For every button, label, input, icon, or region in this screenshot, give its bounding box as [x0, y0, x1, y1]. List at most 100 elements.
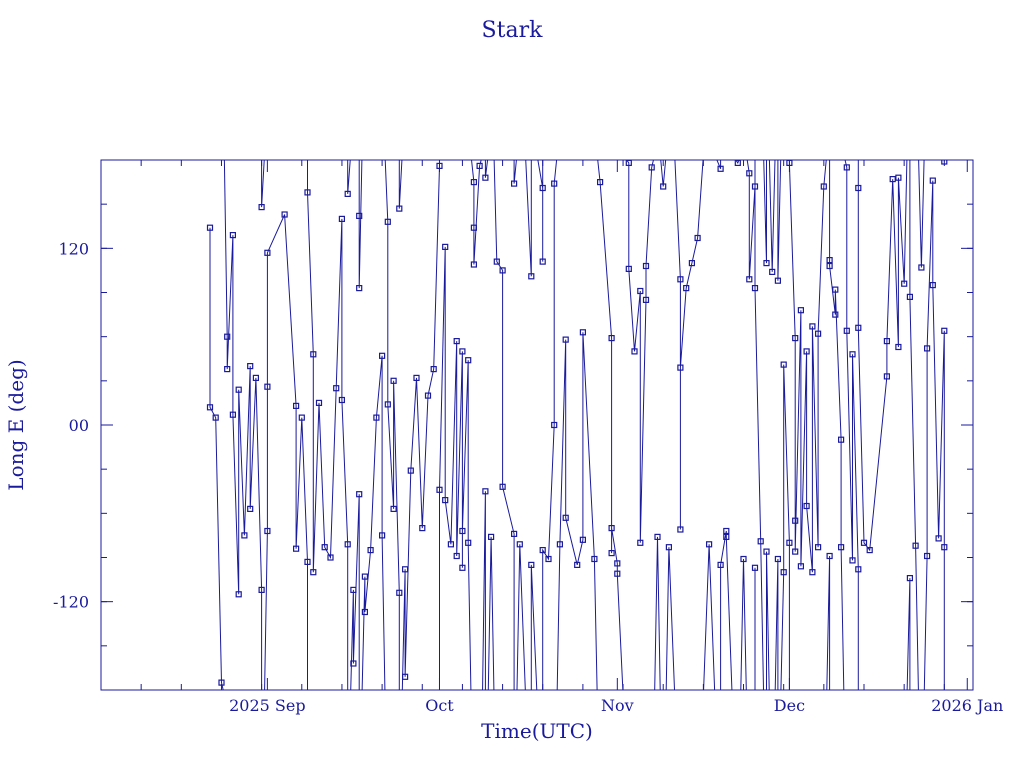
data-point [453, 338, 460, 345]
data-point [763, 548, 770, 555]
data-point [826, 257, 833, 264]
data-point [906, 574, 914, 582]
data-point [212, 414, 219, 421]
data-point [614, 570, 621, 577]
data-point [327, 554, 334, 561]
data-point [895, 343, 902, 351]
data-point [442, 243, 449, 250]
data-point [562, 336, 569, 343]
data-point [539, 184, 546, 192]
data-point [551, 421, 558, 429]
data-point [901, 280, 908, 287]
data-point [482, 488, 489, 495]
data-point [333, 385, 340, 392]
data-point [447, 541, 454, 548]
data-point [637, 287, 644, 295]
x-tick-label: 2025 Sep [229, 696, 305, 715]
data-point [895, 174, 902, 181]
data-point [683, 285, 690, 292]
data-point [224, 333, 231, 340]
data-point [786, 539, 793, 546]
data-point [832, 286, 839, 293]
data-point [315, 399, 323, 406]
data-point [350, 660, 357, 667]
data-point [929, 177, 936, 184]
data-point [465, 539, 472, 546]
data-point [855, 324, 862, 331]
data-point [820, 183, 827, 190]
data-point [402, 566, 409, 573]
data-point [923, 345, 931, 352]
data-point [780, 569, 787, 576]
data-point [814, 330, 822, 337]
data-point [918, 264, 925, 271]
data-point [849, 351, 856, 358]
data-point [614, 560, 621, 567]
data-point [883, 373, 891, 380]
data-point [304, 189, 311, 196]
data-point [826, 552, 833, 560]
data-point [660, 183, 667, 190]
data-point [625, 265, 632, 272]
data-point [384, 218, 391, 225]
data-point [264, 527, 271, 535]
data-point [206, 224, 214, 231]
data-point [470, 224, 477, 231]
data-point [746, 170, 753, 177]
data-point [470, 179, 477, 186]
data-point [803, 348, 810, 355]
data-point [488, 533, 495, 541]
data-point [843, 164, 850, 171]
data-point [545, 555, 552, 563]
data-point [763, 260, 770, 267]
data-point [206, 404, 214, 411]
data-point [855, 184, 862, 192]
data-point [453, 552, 460, 560]
data-point [321, 544, 328, 551]
data-point [912, 542, 919, 549]
data-point [717, 561, 724, 569]
data-point [751, 285, 759, 292]
data-point [258, 586, 265, 594]
data-point [832, 311, 839, 318]
data-point [746, 276, 753, 283]
data-point [694, 234, 701, 242]
data-point [356, 212, 363, 219]
data-point [677, 526, 684, 533]
data-point [247, 363, 254, 370]
data-point [717, 165, 724, 172]
data-point [304, 558, 311, 566]
data-point [264, 383, 271, 390]
data-point [596, 179, 604, 186]
data-point [574, 561, 581, 569]
data-point [723, 533, 730, 541]
data-point [826, 262, 833, 270]
data-point [855, 566, 862, 573]
data-point [941, 544, 948, 551]
data-point [654, 533, 661, 541]
data-point [774, 555, 782, 563]
y-axis-title: Long E (deg) [4, 359, 28, 490]
data-point [677, 276, 684, 283]
data-point [476, 162, 483, 169]
data-point [465, 357, 472, 364]
data-point [407, 467, 414, 474]
data-point [293, 402, 300, 409]
x-tick-label: Dec [774, 696, 805, 715]
data-point [677, 364, 684, 371]
y-tick-label: -120 [53, 593, 89, 612]
data-point [241, 532, 248, 539]
data-point [350, 586, 357, 594]
data-point [923, 552, 931, 560]
data-point [849, 557, 856, 564]
data-point [935, 535, 942, 542]
data-point [774, 277, 782, 284]
data-point [396, 589, 403, 596]
data-point [941, 327, 948, 334]
x-tick-label: Nov [601, 696, 634, 715]
data-point [402, 673, 409, 680]
data-point [281, 211, 288, 218]
data-point [235, 591, 242, 598]
